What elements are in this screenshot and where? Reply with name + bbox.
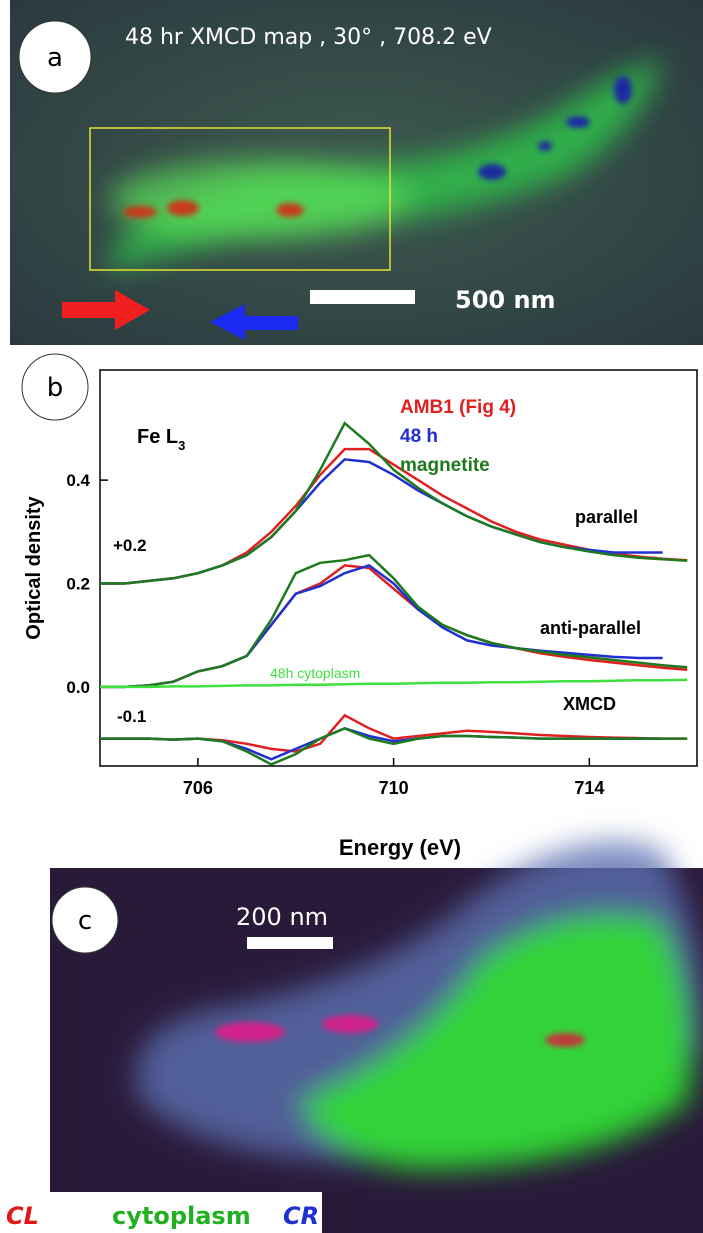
scale-bar — [310, 290, 415, 304]
y-tick-label: 0.4 — [66, 471, 90, 490]
x-tick-label: 706 — [183, 778, 213, 798]
legend-cl: CL — [6, 1202, 39, 1230]
series-line — [100, 726, 688, 766]
panel-label: a — [47, 43, 63, 73]
legend-cytoplasm: cytoplasm — [112, 1202, 251, 1230]
series-line — [100, 421, 688, 585]
label-circle — [21, 353, 89, 421]
x-tick-label: 710 — [379, 778, 409, 798]
legend-entry: magnetite — [400, 455, 490, 476]
offset-label: +0.2 — [113, 536, 147, 555]
element-subscript: 3 — [178, 438, 185, 453]
curve-label: XMCD — [563, 694, 616, 714]
y-tick-label: 0.2 — [66, 575, 90, 594]
scale-label: 200 nm — [236, 903, 328, 931]
legend-cr: CR — [283, 1202, 319, 1230]
particles-c — [215, 1015, 585, 1047]
legend-entry: 48 h — [400, 426, 438, 447]
cell-c — [136, 841, 702, 1170]
scale-label: 500 nm — [455, 286, 556, 314]
panel-b: b Fe L3 parallel anti-parallel XMCD +0.2… — [21, 353, 698, 860]
label-circle — [18, 20, 92, 94]
plot-frame — [99, 369, 698, 767]
panel-title: 48 hr XMCD map , 30° , 708.2 eV — [125, 25, 492, 50]
line-label: 48h cytoplasm — [270, 665, 360, 681]
series-line — [100, 678, 688, 689]
particles — [123, 76, 632, 218]
offset-label: -0.1 — [117, 707, 146, 726]
panel-label: c — [78, 906, 92, 936]
series-line — [100, 713, 688, 753]
series-line — [100, 553, 688, 689]
x-axis-title: Energy (eV) — [339, 835, 461, 860]
arrow-left — [210, 304, 298, 340]
label-circle — [51, 886, 119, 954]
element-label: Fe L3 — [137, 426, 185, 453]
panel-a: a 48 hr XMCD map , 30° , 708.2 eV 500 nm — [10, 0, 703, 345]
curve-label: parallel — [575, 507, 638, 527]
cell-a — [110, 60, 660, 270]
legend-entry: AMB1 (Fig 4) — [400, 397, 516, 418]
legend-box — [0, 1192, 322, 1233]
panel-c: c 200 nm CL cytoplasm CR — [0, 841, 703, 1233]
element-text: Fe L — [137, 426, 178, 448]
scale-bar — [247, 937, 333, 949]
curve-label: anti-parallel — [540, 618, 641, 638]
panel-label: b — [47, 373, 64, 403]
x-tick-label: 714 — [574, 778, 604, 798]
y-tick-label: 0.0 — [66, 678, 90, 697]
y-axis-title: Optical density — [23, 495, 45, 639]
arrow-right — [62, 290, 150, 330]
roi-box — [89, 127, 391, 271]
